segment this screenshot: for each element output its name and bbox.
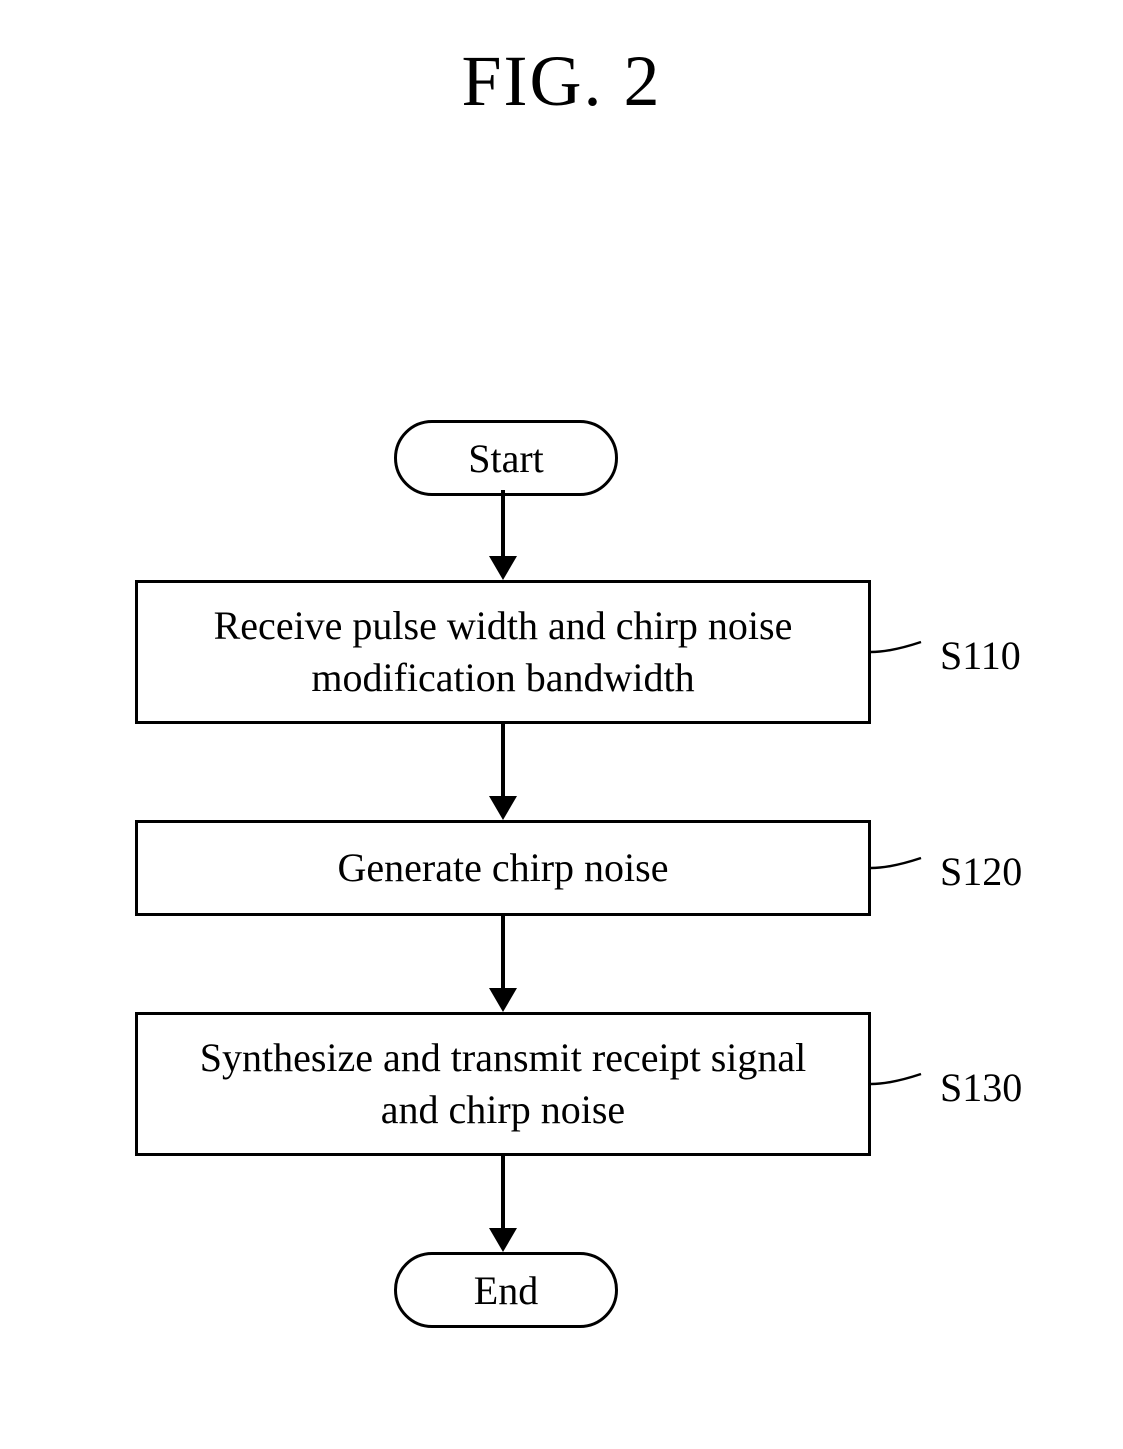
flow-start-label: Start [468, 435, 544, 482]
flow-step-s130: Synthesize and transmit receipt signal a… [135, 1012, 871, 1156]
flow-end-label: End [474, 1267, 538, 1314]
flow-start: Start [394, 420, 618, 496]
tick-s130 [871, 1068, 931, 1100]
arrow-start-s110 [489, 490, 517, 580]
tick-s120 [871, 852, 931, 884]
tick-s110 [871, 636, 931, 668]
flow-step-s120-text: Generate chirp noise [338, 842, 669, 894]
step-label-s110: S110 [940, 632, 1021, 679]
flow-step-s110-text: Receive pulse width and chirp noise modi… [214, 600, 793, 704]
arrow-s120-s130 [489, 916, 517, 1012]
flow-end: End [394, 1252, 618, 1328]
flow-step-s130-text: Synthesize and transmit receipt signal a… [200, 1032, 807, 1136]
step-label-s130: S130 [940, 1064, 1022, 1111]
step-label-s120: S120 [940, 848, 1022, 895]
arrow-s110-s120 [489, 724, 517, 820]
arrow-s130-end [489, 1156, 517, 1252]
flow-step-s120: Generate chirp noise [135, 820, 871, 916]
figure-canvas: FIG. 2 Start Receive pulse width and chi… [0, 0, 1123, 1449]
figure-title: FIG. 2 [0, 40, 1123, 123]
flow-step-s110: Receive pulse width and chirp noise modi… [135, 580, 871, 724]
